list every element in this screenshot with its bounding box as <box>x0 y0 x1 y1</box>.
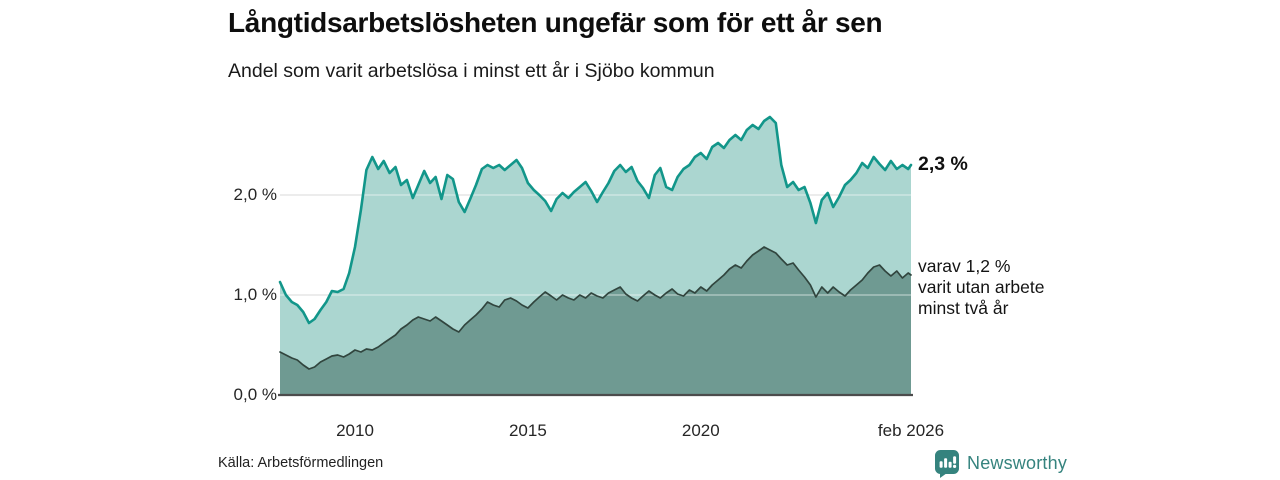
total-line <box>278 115 913 325</box>
two-year-line <box>279 246 912 370</box>
y-tick-label: 0,0 % <box>233 385 277 404</box>
brand-name: Newsworthy <box>967 453 1068 473</box>
page-subtitle: Andel som varit arbetslösa i minst ett å… <box>228 60 715 82</box>
page-title: Långtidsarbetslösheten ungefär som för e… <box>228 7 883 38</box>
y-tick-label: 2,0 % <box>233 185 277 204</box>
annotation-line-1: varav 1,2 % <box>918 256 1011 276</box>
two-year-area <box>280 247 911 395</box>
brand-logo: Newsworthy <box>934 449 1067 478</box>
x-tick-label: 2015 <box>508 421 547 440</box>
source-note: Källa: Arbetsförmedlingen <box>218 455 384 471</box>
annotation-line-2: varit utan arbete <box>918 277 1045 297</box>
annotation-latest-two-years: varav 1,2 % varit utan arbete minst två … <box>918 256 1044 319</box>
x-tick-label: 2010 <box>336 421 374 440</box>
annotation-line-3: minst två år <box>918 298 1009 318</box>
x-tick-label: feb 2026 <box>877 421 945 440</box>
annotation-latest-total: 2,3 % <box>918 153 968 175</box>
x-tick-label: 2020 <box>681 421 720 440</box>
newsworthy-icon <box>935 450 959 478</box>
y-tick-label: 1,0 % <box>233 285 277 304</box>
